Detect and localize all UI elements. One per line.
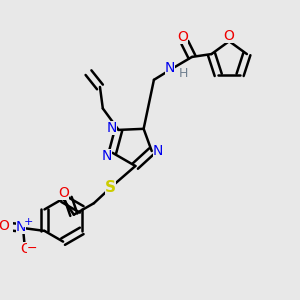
Text: N: N <box>107 121 118 135</box>
Text: N: N <box>101 148 112 163</box>
Text: +: + <box>23 217 33 227</box>
Text: N: N <box>165 61 175 74</box>
Text: −: − <box>27 242 37 255</box>
Text: O: O <box>224 29 235 43</box>
Text: N: N <box>16 220 26 234</box>
Text: O: O <box>0 219 9 233</box>
Text: S: S <box>105 180 116 195</box>
Text: H: H <box>179 67 188 80</box>
Text: O: O <box>177 31 188 44</box>
Text: O: O <box>58 186 69 200</box>
Text: O: O <box>20 242 31 256</box>
Text: N: N <box>153 144 163 158</box>
